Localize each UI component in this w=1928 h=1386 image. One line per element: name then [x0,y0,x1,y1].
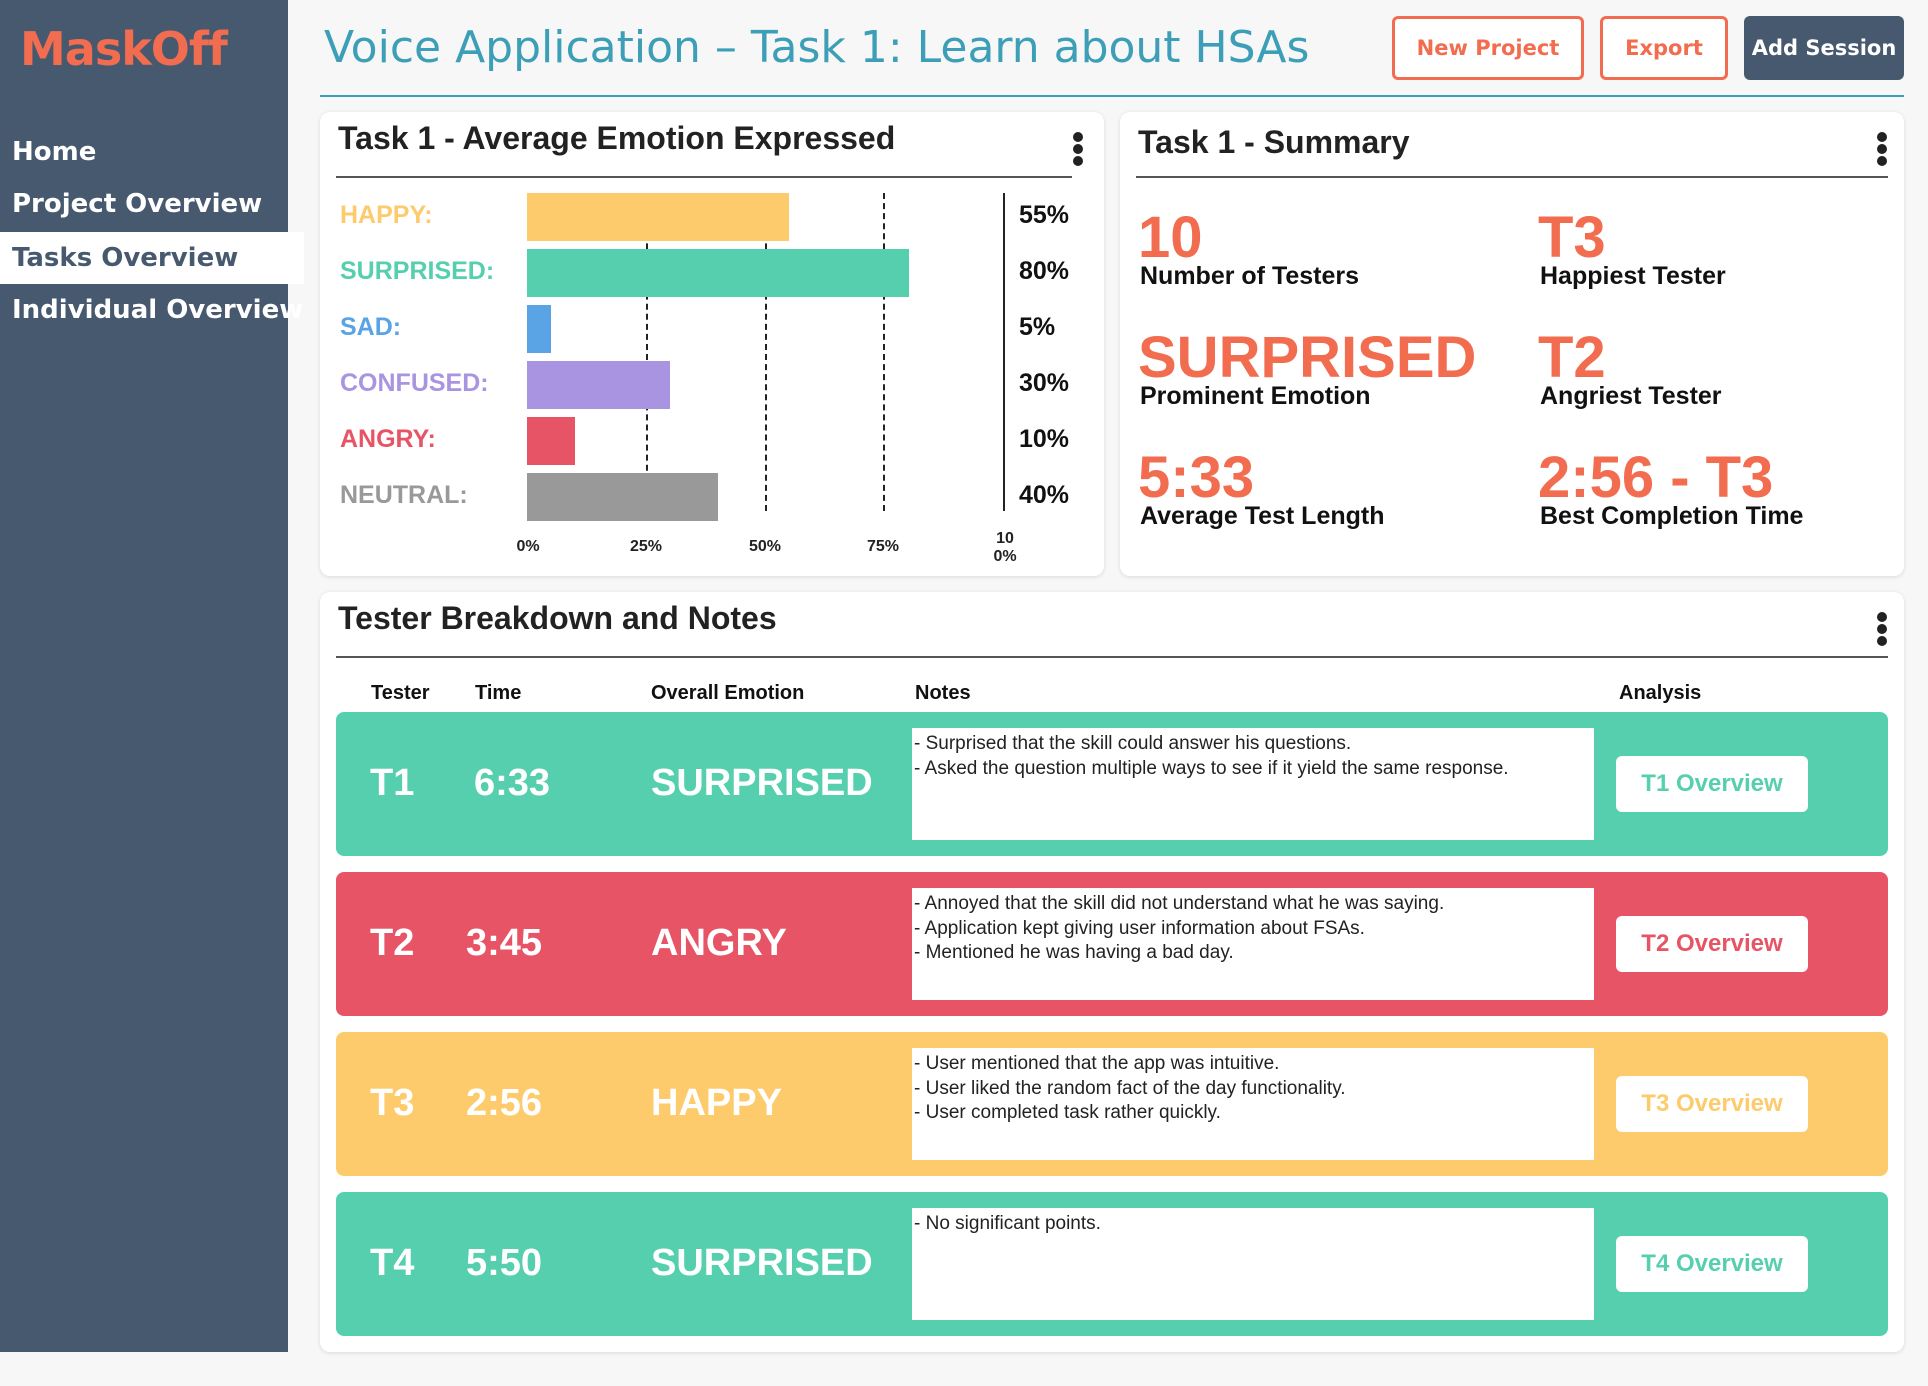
col-head-notes: Notes [915,682,971,704]
x-tick-75: 75% [866,538,900,555]
tester-emotion: SURPRISED [651,1242,873,1284]
breakdown-menu-icon[interactable] [1876,612,1888,646]
tester-emotion: HAPPY [651,1082,782,1124]
tester-id: T4 [370,1242,415,1284]
tester-row: T2 3:45 ANGRY - Annoyed that the skill did … [336,872,1888,1016]
summary-divider [1136,176,1888,178]
note-line: - Mentioned he was having a bad day. [914,942,1234,963]
new-project-button[interactable]: New Project [1392,16,1584,80]
note-line: - User mentioned that the app was intuit… [914,1053,1280,1074]
emotion-chart-divider [336,176,1072,178]
breakdown-divider [336,656,1888,658]
breakdown-title: Tester Breakdown and Notes [338,600,777,636]
category-label: NEUTRAL: [340,481,468,509]
tester-id: T3 [370,1082,415,1124]
category-label: HAPPY: [340,201,433,229]
add-session-button[interactable]: Add Session [1744,16,1904,80]
sidebar-item-individual-overview[interactable]: Individual Overview [12,295,304,325]
tester-emotion: ANGRY [651,922,787,964]
bar [527,417,575,465]
gridline-25 [646,193,648,511]
stat-testers-label: Number of Testers [1140,262,1360,290]
page-title: Voice Application – Task 1: Learn about … [324,22,1310,73]
stat-angriest-value: T2 [1538,325,1606,390]
tester-overview-button[interactable]: T4 Overview [1616,1236,1808,1292]
value-label: 40% [1019,481,1070,509]
tester-notes: - Surprised that the skill could answer … [912,728,1594,840]
stat-happiest-label: Happiest Tester [1540,262,1726,290]
value-label: 10% [1019,425,1070,453]
x-tick-0: 0% [516,538,540,555]
app-logo[interactable]: MaskOff [20,22,228,76]
x-tick-25: 25% [629,538,663,555]
summary-title: Task 1 - Summary [1138,124,1410,160]
summary-menu-icon[interactable] [1876,132,1888,166]
emotion-chart-title: Task 1 - Average Emotion Expressed [338,120,896,156]
tester-id: T1 [370,762,415,804]
tester-row: T3 2:56 HAPPY - User mentioned that the app… [336,1032,1888,1176]
category-label: SURPRISED: [340,257,495,285]
export-button[interactable]: Export [1600,16,1728,80]
sidebar-item-tasks-overview[interactable]: Tasks Overview [0,232,304,284]
tester-id: T2 [370,922,415,964]
tester-time: 3:45 [466,922,543,964]
x-tick-50: 50% [748,538,782,555]
tester-overview-button[interactable]: T1 Overview [1616,756,1808,812]
bar [527,249,909,297]
stat-emotion-label: Prominent Emotion [1140,382,1371,410]
value-label: 80% [1019,257,1070,285]
col-head-analysis: Analysis [1619,682,1702,704]
col-head-time: Time [475,682,522,704]
tester-notes: - Annoyed that the skill did not underst… [912,888,1594,1000]
note-line: - User liked the random fact of the day … [914,1077,1346,1099]
col-head-emotion: Overall Emotion [651,682,805,704]
title-divider [320,95,1904,97]
tester-overview-button[interactable]: T2 Overview [1616,916,1808,972]
tester-emotion: SURPRISED [651,762,873,804]
note-line: - Annoyed that the skill did not underst… [914,893,1445,914]
note-line: - Asked the question multiple ways to se… [914,757,1509,779]
bar [527,193,790,241]
category-label: CONFUSED: [340,369,489,397]
stat-best-time-label: Best Completion Time [1540,502,1804,530]
tester-overview-button[interactable]: T3 Overview [1616,1076,1808,1132]
x-tick-100: 100% [993,530,1017,565]
stat-avg-length-label: Average Test Length [1140,502,1385,530]
category-label: ANGRY: [340,425,436,453]
bar [527,473,718,521]
value-label: 5% [1019,313,1056,341]
tester-time: 2:56 [466,1082,543,1124]
emotion-chart-menu-icon[interactable] [1072,132,1084,166]
gridline-75 [883,193,885,511]
category-label: SAD: [340,313,402,341]
tester-row: T4 5:50 SURPRISED - No significant points. T… [336,1192,1888,1336]
tester-notes: - No significant points. [912,1208,1594,1320]
value-label: 55% [1019,201,1070,229]
stat-best-time-value: 2:56 - T3 [1538,445,1774,510]
note-line: - No significant points. [914,1213,1101,1234]
sidebar-item-home[interactable]: Home [12,137,97,167]
stat-happiest-value: T3 [1538,205,1606,270]
gridline-50 [765,193,767,511]
tester-time: 6:33 [474,762,551,804]
note-line: - User completed task rather quickly. [914,1102,1221,1123]
bar [527,361,671,409]
value-label: 30% [1019,369,1070,397]
note-line: - Surprised that the skill could answer … [914,733,1352,754]
summary-card [1120,112,1904,576]
stat-angriest-label: Angriest Tester [1540,382,1722,410]
stat-emotion-value: SURPRISED [1138,325,1477,390]
bar [527,305,551,353]
gridline-100 [1003,193,1005,511]
sidebar: MaskOff Home Project Overview Tasks Over… [0,0,304,1352]
tester-notes: - User mentioned that the app was intuit… [912,1048,1594,1160]
col-head-tester: Tester [371,682,430,704]
stat-testers-value: 10 [1138,205,1203,270]
tester-time: 5:50 [466,1242,543,1284]
tester-row: T1 6:33 SURPRISED - Surprised that the skil… [336,712,1888,856]
stat-avg-length-value: 5:33 [1138,445,1255,510]
note-line: - Application kept giving user informati… [914,917,1365,939]
sidebar-item-project-overview[interactable]: Project Overview [12,189,263,219]
